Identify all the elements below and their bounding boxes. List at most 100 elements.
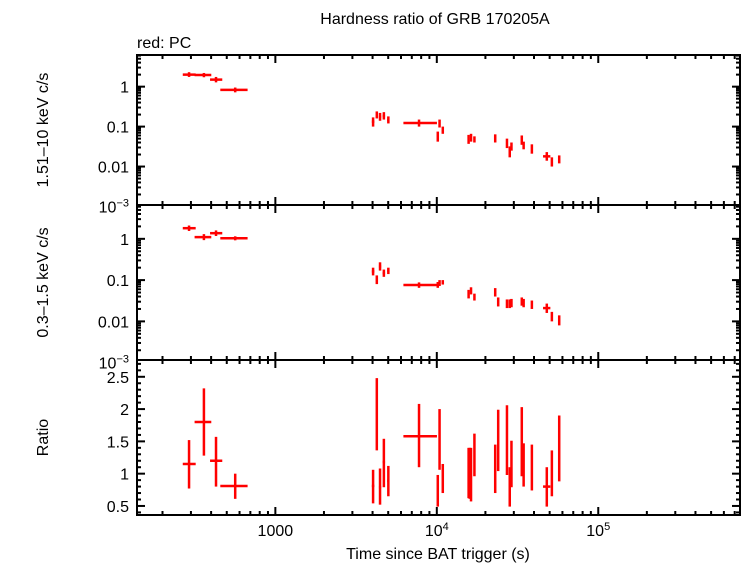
y-tick-label: 2.5 [107, 370, 129, 387]
data-point [510, 440, 513, 488]
data-point [520, 297, 524, 306]
data-point [438, 280, 441, 286]
data-point [467, 134, 470, 144]
panel-0: 1 0.1 0.01 10−3 1.51–10 keV c/s [35, 54, 741, 216]
data-point [441, 280, 445, 285]
data-point [530, 444, 534, 491]
data-point [510, 142, 513, 151]
data-point [493, 288, 497, 297]
data-point [182, 440, 196, 489]
data-point [210, 436, 223, 487]
data-point [473, 293, 476, 301]
y-tick-label: 1.5 [107, 434, 129, 451]
data-point [469, 447, 473, 502]
data-point [530, 300, 534, 309]
data-point [469, 133, 473, 142]
data-point [403, 119, 437, 127]
data-point [182, 72, 196, 77]
data-point [473, 136, 476, 143]
data-point [436, 474, 440, 507]
data-point [382, 438, 386, 488]
data-point [436, 281, 440, 288]
data-point [182, 225, 196, 231]
plot-frame [136, 359, 741, 516]
legend-text: red: PC [137, 35, 191, 52]
data-point [505, 405, 509, 475]
data-point [505, 138, 509, 149]
data-point [543, 467, 551, 507]
data-point [387, 116, 390, 124]
y-axis-label: 1.51–10 keV c/s [35, 73, 52, 188]
y-axis-label: 0.3–1.5 keV c/s [35, 227, 52, 337]
panel-2: 0.5 1 1.5 2 2.5 Ratio [35, 359, 741, 516]
data-point [520, 135, 524, 145]
data-point [438, 409, 441, 470]
data-point [220, 87, 248, 93]
x-tick-label: 105 [586, 521, 610, 540]
plot-frame [136, 54, 741, 206]
data-point [194, 72, 212, 78]
data-point [220, 236, 248, 241]
y-tick-label: 0.1 [107, 273, 129, 290]
data-point [378, 468, 382, 505]
data-point [505, 299, 509, 309]
data-point [510, 298, 513, 308]
data-point [194, 234, 212, 241]
data-point [557, 315, 561, 326]
y-axis-label: Ratio [35, 419, 52, 456]
y-tick-label: 10−3 [99, 197, 129, 216]
y-tick-label: 2 [120, 402, 129, 419]
data-point [493, 444, 497, 494]
data-point [378, 112, 382, 121]
y-tick-label: 1 [120, 467, 129, 484]
data-point [557, 415, 561, 482]
data-point [522, 141, 525, 150]
data-point [550, 157, 554, 167]
y-tick-label: 0.01 [98, 160, 129, 177]
data-point [387, 267, 390, 275]
data-point [375, 378, 379, 451]
data-point [522, 298, 525, 308]
y-tick-label: 0.01 [98, 314, 129, 331]
data-point [493, 134, 497, 143]
data-point [387, 465, 390, 497]
data-point [371, 469, 375, 504]
data-point [382, 112, 386, 120]
data-point [403, 282, 437, 288]
panel-1: 1 0.1 0.01 10−3 0.3–1.5 keV c/s [35, 204, 741, 373]
data-point [543, 303, 551, 313]
data-point [371, 267, 375, 276]
data-point [438, 119, 441, 128]
x-axis-label: Time since BAT trigger (s) [346, 546, 530, 563]
data-point [441, 463, 445, 494]
data-point [550, 450, 554, 497]
data-point [210, 76, 223, 83]
data-point [496, 409, 500, 472]
data-point [403, 403, 437, 468]
y-tick-label: 10−3 [99, 354, 129, 373]
data-point [520, 407, 524, 477]
data-point [469, 287, 473, 295]
x-tick-label: 1000 [258, 523, 294, 540]
data-point [550, 311, 554, 322]
data-point [194, 388, 212, 456]
data-point [467, 289, 470, 299]
data-point [543, 152, 551, 161]
data-point [473, 433, 476, 477]
data-point [220, 473, 248, 499]
data-point [382, 269, 386, 277]
data-point [375, 111, 379, 119]
data-point [496, 297, 500, 307]
chart-title: Hardness ratio of GRB 170205A [320, 11, 550, 28]
data-point [508, 299, 511, 309]
x-tick-label: 104 [425, 521, 449, 540]
data-point [436, 131, 440, 142]
data-point [378, 262, 382, 271]
y-tick-label: 1 [120, 232, 129, 249]
data-point [441, 126, 445, 134]
data-point [371, 117, 375, 127]
data-point [508, 467, 511, 507]
data-point [557, 155, 561, 164]
data-point [210, 230, 223, 237]
